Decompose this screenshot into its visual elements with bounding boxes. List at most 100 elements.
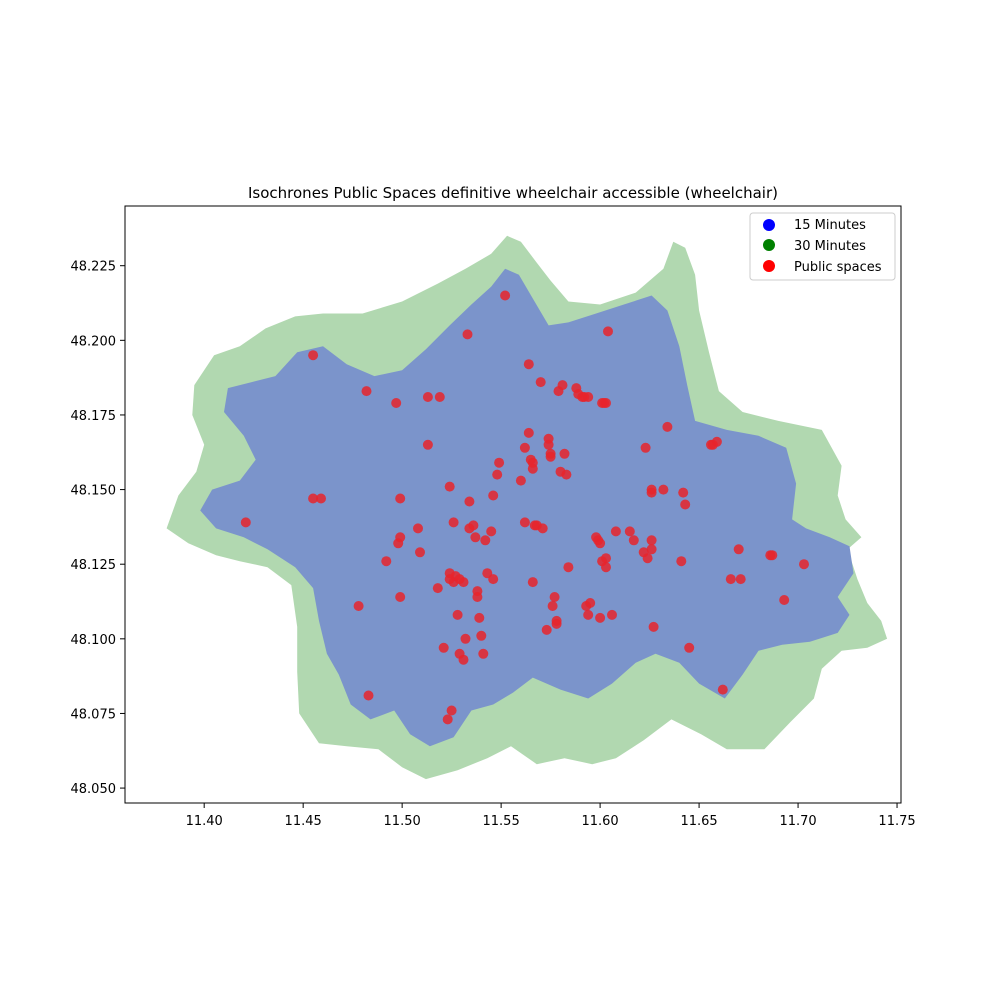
x-tick-label: 11.70 xyxy=(779,814,816,829)
public-space-point xyxy=(523,427,534,438)
public-space-point xyxy=(395,532,406,543)
public-space-point xyxy=(601,562,611,573)
public-space-point xyxy=(535,377,546,388)
public-space-point xyxy=(500,290,511,301)
public-space-point xyxy=(624,526,635,537)
public-spaces-layer xyxy=(240,290,809,725)
public-space-point xyxy=(316,493,326,504)
public-space-point xyxy=(610,526,621,537)
public-space-point xyxy=(585,598,596,608)
public-space-point xyxy=(607,609,617,620)
public-space-point xyxy=(527,577,538,588)
x-tick-label: 11.40 xyxy=(186,814,223,829)
public-space-point xyxy=(452,609,463,620)
public-space-point xyxy=(395,493,406,504)
public-space-point xyxy=(422,439,433,450)
x-tick-label: 11.60 xyxy=(581,814,618,829)
public-space-point xyxy=(432,583,443,594)
public-space-point xyxy=(523,359,534,370)
legend-label-public-spaces: Public spaces xyxy=(794,260,882,275)
public-space-point xyxy=(478,648,489,659)
public-space-point xyxy=(494,457,505,468)
public-space-point xyxy=(480,535,491,546)
public-space-point xyxy=(391,398,402,408)
public-space-point xyxy=(545,451,556,462)
public-space-point xyxy=(711,436,722,447)
public-space-point xyxy=(462,329,473,340)
public-space-point xyxy=(464,496,475,507)
legend-label-15: 15 Minutes xyxy=(794,218,866,233)
public-space-point xyxy=(547,601,558,611)
public-space-point xyxy=(458,654,469,665)
public-space-point xyxy=(488,574,499,585)
legend-marker-15 xyxy=(763,219,775,231)
public-space-point xyxy=(628,535,639,546)
public-space-point xyxy=(563,562,574,573)
x-tick-label: 11.55 xyxy=(483,814,520,829)
public-space-point xyxy=(680,499,691,510)
public-space-point xyxy=(492,469,503,480)
public-space-point xyxy=(308,350,319,361)
y-tick-label: 48.225 xyxy=(71,260,117,275)
public-space-point xyxy=(646,535,657,546)
public-space-point xyxy=(583,392,594,402)
public-space-point xyxy=(240,517,251,528)
public-space-point xyxy=(543,439,554,450)
public-space-point xyxy=(676,556,687,567)
public-space-point xyxy=(642,553,653,564)
public-space-point xyxy=(474,612,485,623)
public-space-point xyxy=(646,487,657,498)
x-axis: 11.40 11.45 11.50 11.55 11.60 11.65 11.70 11.75 xyxy=(186,803,916,829)
x-tick-label: 11.50 xyxy=(384,814,421,829)
public-space-point xyxy=(595,538,606,549)
y-tick-label: 48.100 xyxy=(71,633,117,648)
public-space-point xyxy=(415,547,425,558)
public-space-point xyxy=(735,574,746,585)
public-space-point xyxy=(601,398,611,408)
public-space-point xyxy=(551,615,562,626)
public-space-point xyxy=(308,493,319,504)
public-space-point xyxy=(381,556,392,567)
x-tick-label: 11.75 xyxy=(878,814,915,829)
public-space-point xyxy=(486,526,497,537)
public-space-point xyxy=(658,484,669,495)
public-space-point xyxy=(549,592,560,602)
legend-marker-30 xyxy=(763,239,775,251)
legend-box xyxy=(749,212,896,281)
x-tick-label: 11.45 xyxy=(285,814,322,829)
public-space-point xyxy=(442,714,453,725)
public-space-point xyxy=(488,490,499,501)
y-tick-label: 48.150 xyxy=(71,484,117,499)
public-space-point xyxy=(527,457,538,468)
public-space-point xyxy=(353,601,364,611)
public-space-point xyxy=(444,481,455,492)
public-space-point xyxy=(537,523,548,534)
public-space-point xyxy=(515,475,526,486)
y-tick-label: 48.050 xyxy=(71,782,117,797)
public-space-point xyxy=(561,469,572,480)
public-space-point xyxy=(799,559,809,570)
public-space-point xyxy=(446,705,457,716)
public-space-point xyxy=(648,621,659,632)
public-space-point xyxy=(448,517,459,528)
public-space-point xyxy=(717,684,728,695)
public-space-point xyxy=(470,532,481,543)
public-space-point xyxy=(434,392,445,402)
public-space-point xyxy=(559,448,570,459)
public-space-point xyxy=(468,520,479,531)
y-tick-label: 48.200 xyxy=(71,334,117,349)
public-space-point xyxy=(603,326,613,337)
public-space-point xyxy=(413,523,423,534)
public-space-point xyxy=(361,386,372,397)
public-space-point xyxy=(595,612,606,623)
plot-frame xyxy=(124,205,902,804)
public-space-point xyxy=(458,577,469,588)
public-space-point xyxy=(472,592,483,602)
public-space-point xyxy=(541,624,552,635)
y-axis: 48.050 48.075 48.100 48.125 48.150 48.175 48.2… xyxy=(71,260,125,797)
chart-title: Isochrones Public Spaces definitive whee… xyxy=(248,184,778,202)
public-space-point xyxy=(640,442,651,453)
legend: 15 Minutes 30 Minutes Public spaces xyxy=(749,212,896,281)
public-space-point xyxy=(684,642,695,653)
